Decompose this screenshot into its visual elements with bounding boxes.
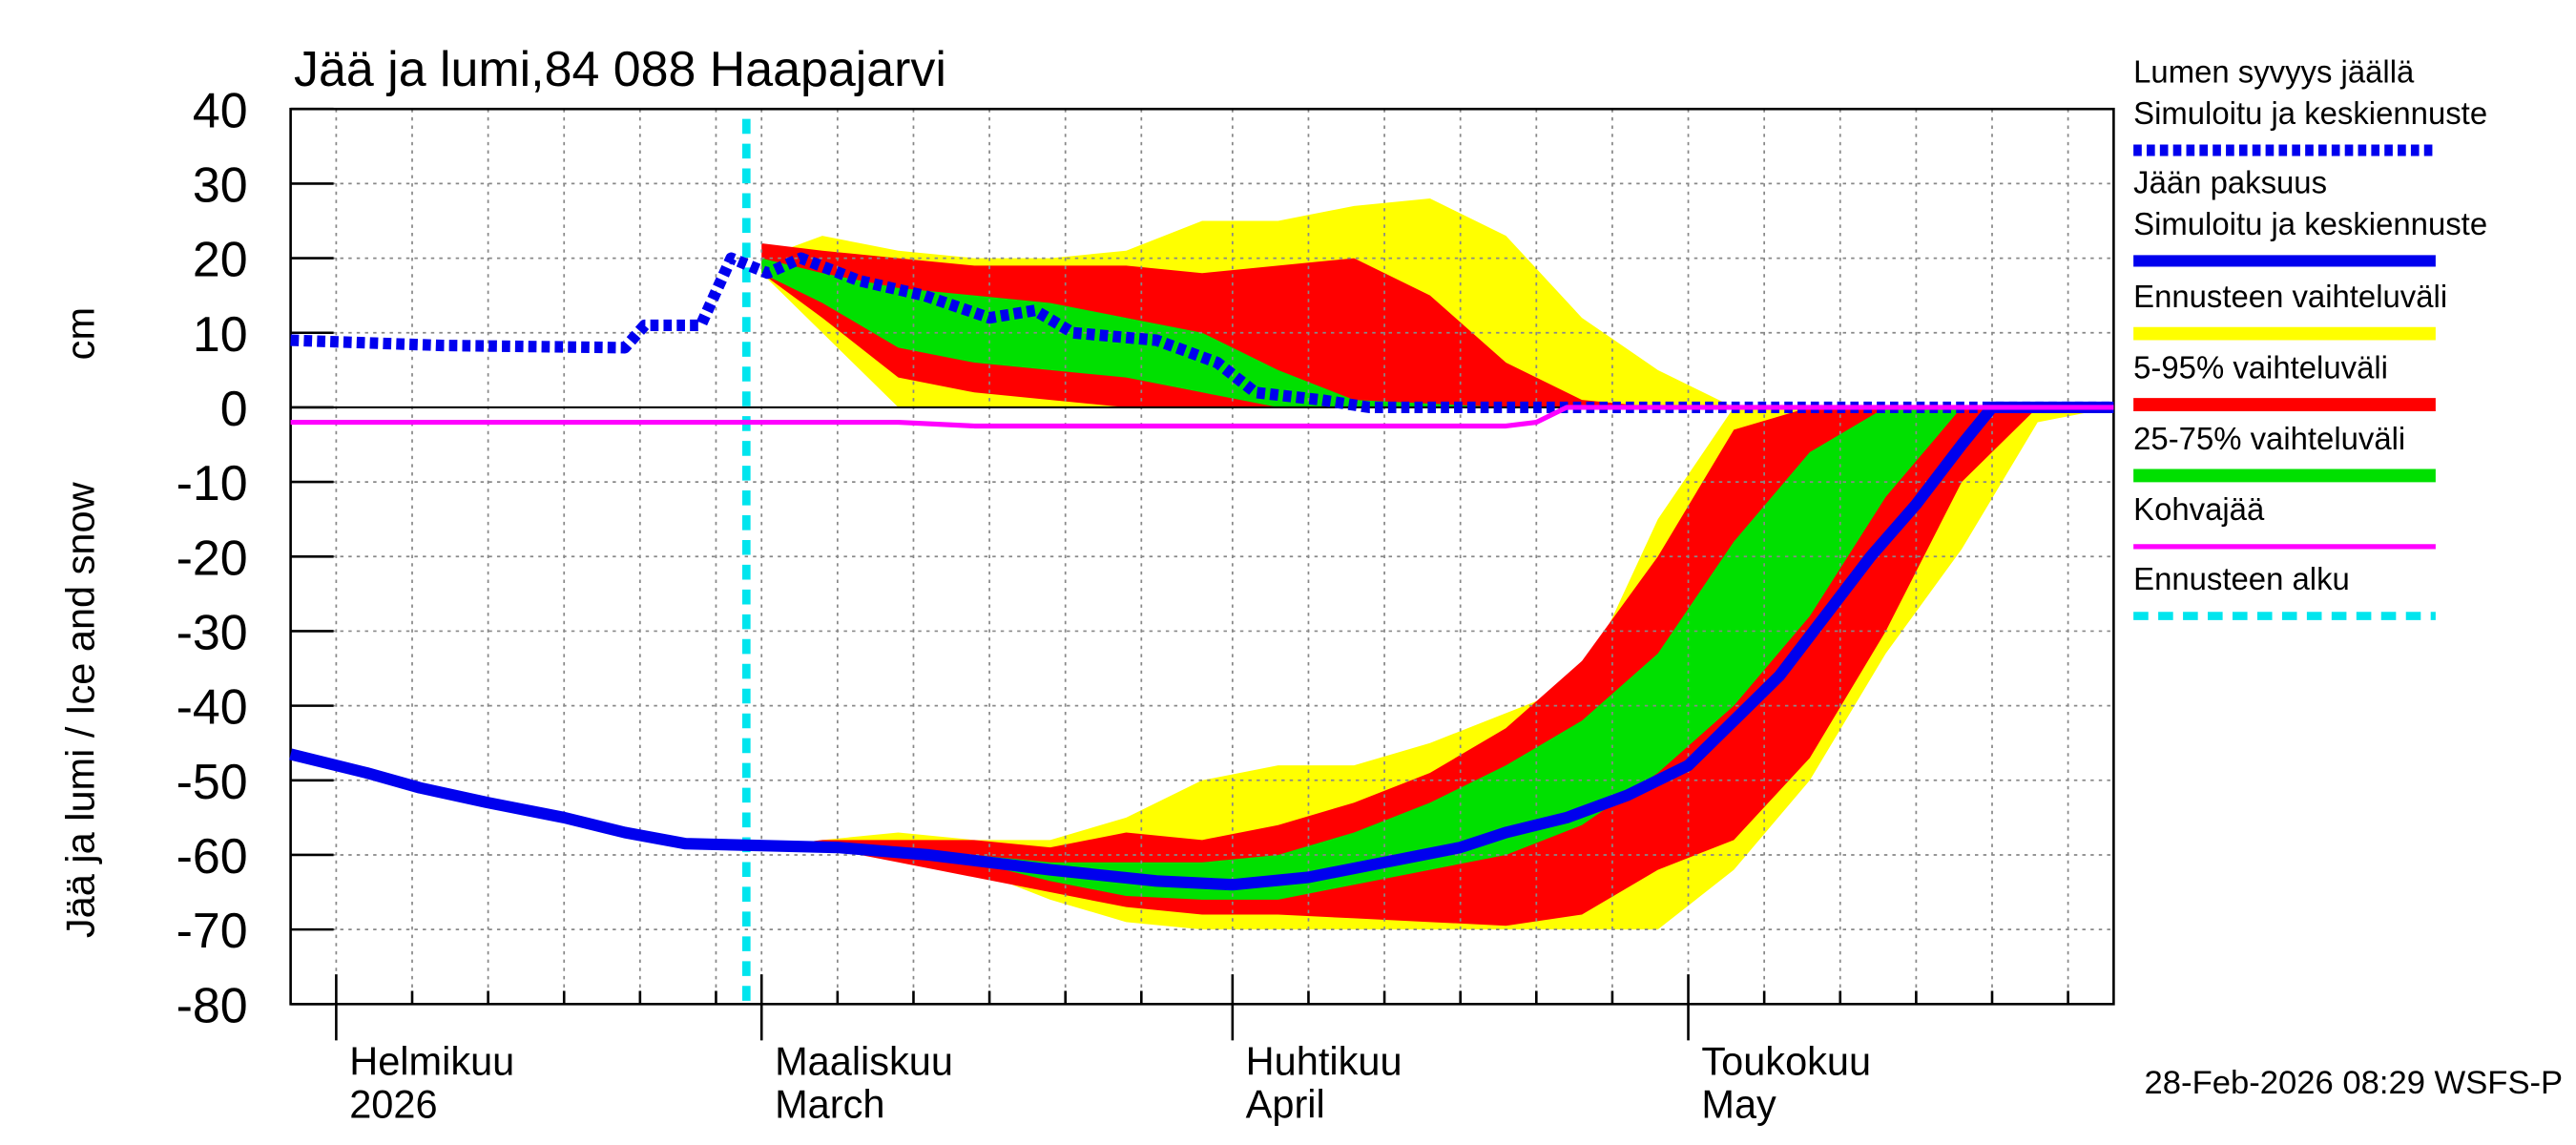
y-tick-label: -20 <box>177 531 248 586</box>
legend-label: 5-95% vaihteluväli <box>2133 349 2388 385</box>
legend-label: Ennusteen alku <box>2133 561 2350 596</box>
x-tick-sublabel: May <box>1701 1082 1776 1127</box>
series-line <box>290 252 2114 413</box>
legend-label: Lumen syvyys jäällä <box>2133 54 2415 90</box>
y-tick-label: -60 <box>177 829 248 885</box>
x-tick-sublabel: March <box>775 1082 884 1127</box>
legend-label: Ennusteen vaihteluväli <box>2133 279 2447 314</box>
x-tick-label: Helmikuu <box>349 1039 514 1084</box>
y-axis-label: Jää ja lumi / Ice and snow <box>58 481 103 938</box>
y-tick-label: 0 <box>220 382 248 437</box>
y-tick-label: 30 <box>193 157 248 213</box>
band-ice <box>761 406 2114 900</box>
x-tick-sublabel: April <box>1246 1082 1325 1127</box>
y-tick-label: -80 <box>177 978 248 1033</box>
chart-title: Jää ja lumi,84 088 Haapajarvi <box>294 42 946 97</box>
y-tick-label: 20 <box>193 233 248 288</box>
y-axis-unit: cm <box>58 307 103 360</box>
y-label-group: Jää ja lumi / Ice and snow cm <box>58 307 103 938</box>
series-line <box>290 405 2114 429</box>
legend-label: Simuloitu ja keskiennuste <box>2133 206 2487 241</box>
x-tick-label: Maaliskuu <box>775 1039 953 1084</box>
x-tick-sublabel: 2026 <box>349 1082 437 1127</box>
footer: 28-Feb-2026 08:29 WSFS-P <box>2145 1065 2564 1101</box>
legend-label: Kohvajää <box>2133 491 2265 527</box>
x-tick-label: Toukokuu <box>1701 1039 1871 1084</box>
y-tick-label: -30 <box>177 605 248 660</box>
y-tick-label: -10 <box>177 456 248 511</box>
y-tick-label: -40 <box>177 680 248 736</box>
y-tick-label: -50 <box>177 755 248 810</box>
legend-label: Jään paksuus <box>2133 165 2327 200</box>
band-snow <box>761 258 2114 407</box>
y-tick-label: -70 <box>177 904 248 959</box>
legend-label: Simuloitu ja keskiennuste <box>2133 95 2487 131</box>
y-tick-label: 10 <box>193 307 248 363</box>
series-line <box>289 401 2114 891</box>
x-tick-label: Huhtikuu <box>1246 1039 1402 1084</box>
y-tick-label: 40 <box>193 83 248 138</box>
legend-label: 25-75% vaihteluväli <box>2133 421 2405 456</box>
plot-frame <box>289 107 2115 1006</box>
